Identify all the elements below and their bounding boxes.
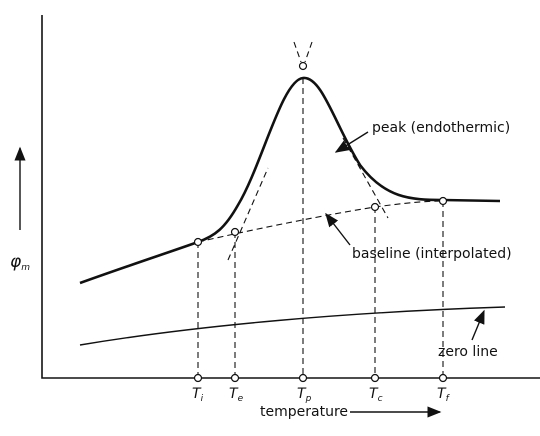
symbol: T xyxy=(437,386,447,402)
temperature-mark: Te xyxy=(229,386,244,404)
subscript: p xyxy=(305,394,312,404)
y-axis-label: φm xyxy=(10,252,30,273)
baseline-label: baseline (interpolated) xyxy=(352,246,512,262)
points xyxy=(193,61,448,383)
peak-arrow xyxy=(334,131,369,153)
axes xyxy=(41,15,540,379)
subscript: f xyxy=(446,394,451,404)
x-axis-label: temperature xyxy=(260,404,348,420)
temperature-mark: Tf xyxy=(437,386,451,404)
temperature-mark: Tp xyxy=(297,386,312,404)
symbol: T xyxy=(369,386,379,402)
temperature-marks: Ti Te Tp Tc Tf xyxy=(192,386,451,404)
zero-line-arrow xyxy=(471,309,485,341)
zero-line-label: zero line xyxy=(438,344,498,360)
temperature-mark: Tc xyxy=(369,386,383,404)
symbol: T xyxy=(297,386,307,402)
tangent-right xyxy=(342,137,389,219)
measured-curve xyxy=(79,76,501,285)
symbol: T xyxy=(192,386,202,402)
tangent-left xyxy=(227,167,269,261)
baseline-arrow xyxy=(325,212,351,246)
subscript: i xyxy=(201,394,204,404)
subscript: c xyxy=(378,394,383,404)
baseline xyxy=(197,200,444,243)
zero-line xyxy=(79,306,506,346)
temperature-mark: Ti xyxy=(192,386,204,404)
peak-marker xyxy=(293,41,313,63)
vertical-guides xyxy=(197,78,444,378)
peak-label: peak (endothermic) xyxy=(372,120,510,136)
subscript: e xyxy=(238,394,244,404)
symbol: T xyxy=(229,386,239,402)
